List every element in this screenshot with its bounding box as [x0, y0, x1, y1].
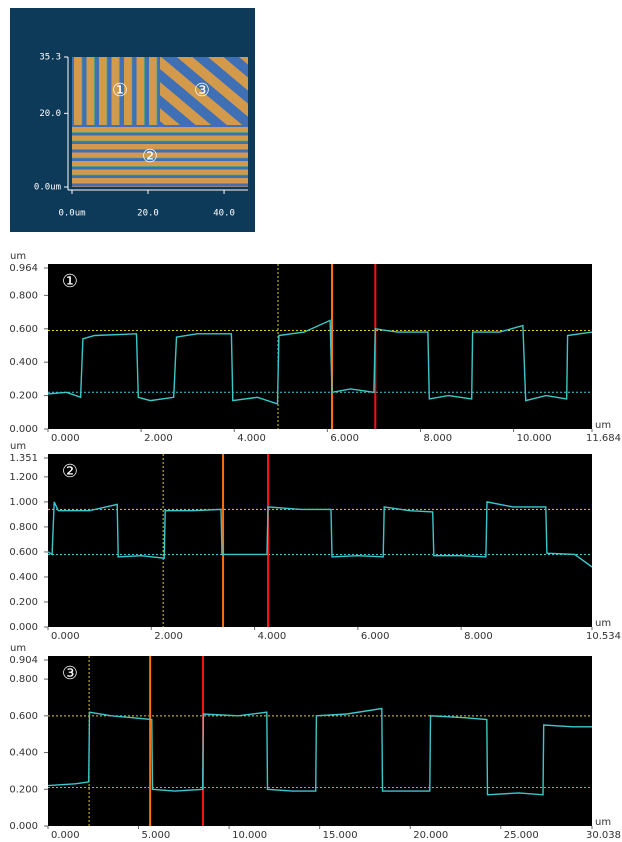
- x-tick-label: 11.684: [586, 433, 621, 444]
- x-tick-label: 5.000: [142, 830, 171, 838]
- region-label: ③: [194, 80, 210, 101]
- x-axis-unit: um: [595, 420, 611, 431]
- plot-area: [48, 454, 592, 627]
- y-tick-label: 0.964: [9, 263, 38, 274]
- x-tick-label: 8.000: [464, 631, 493, 642]
- y-tick-label: 0.600: [9, 324, 38, 335]
- x-tick-label: 2.000: [144, 433, 173, 444]
- x-tick-label: 20.0: [137, 209, 159, 219]
- y-tick-label: 0.800: [9, 674, 38, 685]
- x-tick-label: 2.000: [154, 631, 183, 642]
- x-tick-label: 6.000: [361, 631, 390, 642]
- y-tick-label: 35.3: [39, 53, 61, 63]
- y-tick-label: 1.351: [9, 453, 38, 464]
- y-axis-unit: um: [10, 643, 26, 654]
- x-tick-label: 10.000: [517, 433, 552, 444]
- x-tick-label: 0.000: [51, 631, 80, 642]
- page: {"chart_data": [ {"type": "image", "xlim…: [0, 0, 622, 838]
- y-tick-label: 0.000: [9, 424, 38, 435]
- y-tick-label: 1.000: [9, 497, 38, 508]
- y-axis-unit: um: [10, 441, 26, 452]
- x-tick-label: 6.000: [330, 433, 359, 444]
- x-tick-label: 0.000: [51, 830, 80, 838]
- y-tick-label: 20.0: [39, 109, 61, 119]
- y-tick-label: 0.904: [9, 655, 38, 666]
- y-tick-label: 0.800: [9, 290, 38, 301]
- chart: 0.0um20.035.30.0um20.040.01.0um①②③0.0000…: [0, 0, 622, 838]
- region-horizontal: [72, 125, 248, 187]
- x-tick-label: 0.000: [51, 433, 80, 444]
- y-tick-label: 0.800: [9, 522, 38, 533]
- y-tick-label: 0.200: [9, 784, 38, 795]
- x-tick-label: 4.000: [237, 433, 266, 444]
- x-tick-label: 0.0um: [58, 209, 85, 219]
- x-tick-label: 25.000: [504, 830, 539, 838]
- plot-area: [48, 264, 592, 429]
- y-tick-label: 0.600: [9, 711, 38, 722]
- y-tick-label: 0.200: [9, 391, 38, 402]
- colorbar-label: um: [264, 54, 275, 64]
- y-tick-label: 1.200: [9, 472, 38, 483]
- plot-area: [48, 656, 592, 826]
- profile-label: ③: [62, 663, 78, 684]
- x-tick-label: 15.000: [323, 830, 358, 838]
- region-label: ②: [142, 146, 158, 167]
- x-tick-label: 8.000: [423, 433, 452, 444]
- profile-label: ②: [62, 461, 78, 482]
- x-axis-unit: um: [595, 618, 611, 629]
- x-axis-unit: um: [595, 817, 611, 828]
- profile-label: ①: [62, 271, 78, 292]
- y-tick-label: 0.000: [9, 821, 38, 832]
- y-tick-label: 0.400: [9, 357, 38, 368]
- x-tick-label: 10.534: [586, 631, 621, 642]
- y-tick-label: 0.400: [9, 748, 38, 759]
- y-axis-unit: um: [10, 251, 26, 262]
- y-tick-label: 0.000: [9, 622, 38, 633]
- region-label: ①: [112, 80, 128, 101]
- x-tick-label: 20.000: [413, 830, 448, 838]
- y-tick-label: 0.400: [9, 572, 38, 583]
- y-tick-label: 0.200: [9, 597, 38, 608]
- x-tick-label: 10.000: [232, 830, 267, 838]
- x-tick-label: 30.038: [586, 830, 621, 838]
- x-tick-label: 4.000: [258, 631, 287, 642]
- y-tick-label: 0.0um: [34, 183, 61, 193]
- x-tick-label: 40.0: [213, 209, 235, 219]
- y-tick-label: 0.600: [9, 547, 38, 558]
